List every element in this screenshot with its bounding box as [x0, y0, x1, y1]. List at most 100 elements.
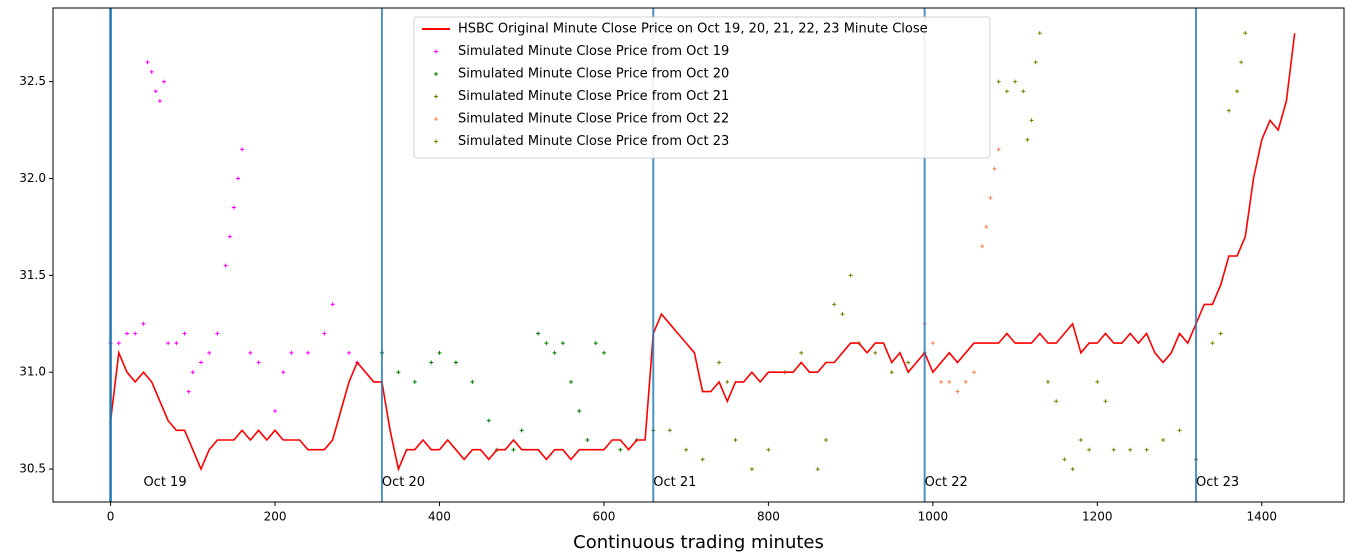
sim-point — [1037, 31, 1042, 36]
sim-point — [996, 147, 1001, 152]
x-tick-label: 600 — [592, 510, 615, 524]
sim-point — [1054, 399, 1059, 404]
sim-point — [511, 447, 516, 452]
sim-point — [667, 428, 672, 433]
sim-point — [1025, 137, 1030, 142]
legend-box — [413, 16, 991, 159]
sim-point — [322, 331, 327, 336]
plot-frame — [52, 7, 1345, 503]
legend-swatch — [434, 49, 438, 54]
sim-point — [412, 379, 417, 384]
sim-point — [593, 341, 598, 346]
sim-point — [231, 205, 236, 210]
sim-point — [153, 89, 158, 94]
sim-point — [996, 79, 1001, 84]
sim-point — [227, 234, 232, 239]
sim-point — [199, 360, 204, 365]
sim-point — [347, 350, 352, 355]
day-label: Oct 19 — [143, 475, 186, 490]
legend-swatch — [434, 94, 438, 99]
sim-point — [585, 438, 590, 443]
sim-point — [618, 447, 623, 452]
x-tick-label: 200 — [264, 510, 287, 524]
x-tick-label: 1200 — [1082, 510, 1113, 524]
legend-label: Simulated Minute Close Price from Oct 20 — [458, 67, 729, 82]
sim-point — [1087, 447, 1092, 452]
sim-point — [157, 98, 162, 103]
sim-point — [162, 79, 167, 84]
sim-point — [1210, 341, 1215, 346]
sim-point — [980, 244, 985, 249]
legend-swatch — [434, 117, 438, 121]
sim-point — [963, 379, 968, 384]
sim-point — [733, 438, 738, 443]
sim-point — [560, 341, 565, 346]
legend-swatch — [434, 139, 438, 144]
sim-point — [1062, 457, 1067, 462]
sim-point — [133, 331, 138, 336]
sim-point — [437, 350, 442, 355]
sim-point — [1226, 108, 1231, 113]
sim-point — [1095, 379, 1100, 384]
sim-point — [174, 341, 179, 346]
legend-label: HSBC Original Minute Close Price on Oct … — [458, 22, 928, 37]
sim-point — [717, 360, 722, 365]
sim-point — [988, 195, 993, 200]
sim-point — [984, 224, 989, 229]
sim-point — [823, 438, 828, 443]
sim-point — [186, 389, 191, 394]
sim-point — [1128, 447, 1133, 452]
sim-point — [971, 370, 976, 375]
sim-point — [906, 360, 911, 365]
sim-point — [1013, 79, 1018, 84]
sim-point — [166, 341, 171, 346]
sim-point — [1243, 31, 1248, 36]
sim-point — [273, 408, 278, 413]
day-label: Oct 21 — [653, 475, 696, 490]
sim-point — [1021, 89, 1026, 94]
sim-point — [947, 379, 952, 384]
sim-point — [1070, 467, 1075, 472]
sim-point — [141, 321, 146, 326]
sim-point — [992, 166, 997, 171]
sim-point — [330, 302, 335, 307]
legend-swatch — [434, 72, 438, 76]
sim-point — [552, 350, 557, 355]
sim-point — [215, 331, 220, 336]
sim-point — [1045, 379, 1050, 384]
sim-point — [832, 302, 837, 307]
sim-point — [1144, 447, 1149, 452]
sim-point — [149, 69, 154, 74]
sim-point — [1177, 428, 1182, 433]
price-line — [109, 33, 1296, 472]
sim-point — [289, 350, 294, 355]
sim-point — [116, 341, 121, 346]
sim-point — [799, 350, 804, 355]
x-tick-label: 1400 — [1246, 510, 1277, 524]
sim-point — [889, 370, 894, 375]
sim-point — [684, 447, 689, 452]
sim-point — [1235, 89, 1240, 94]
sim-point — [305, 350, 310, 355]
sim-point — [256, 360, 261, 365]
sim-point — [1004, 89, 1009, 94]
sim-point — [601, 350, 606, 355]
sim-point — [248, 350, 253, 355]
sim-point — [1103, 399, 1108, 404]
sim-point — [815, 467, 820, 472]
sim-point — [577, 408, 582, 413]
day-label: Oct 22 — [925, 475, 968, 490]
sim-point — [1033, 60, 1038, 65]
sim-point — [236, 176, 241, 181]
sim-point — [930, 341, 935, 346]
sim-point — [125, 331, 130, 336]
sim-point — [840, 312, 845, 317]
sim-point — [873, 350, 878, 355]
x-tick-label: 1000 — [918, 510, 949, 524]
x-axis-label: Continuous trading minutes — [573, 532, 824, 553]
sim-point — [207, 350, 212, 355]
legend-label: Simulated Minute Close Price from Oct 21 — [458, 89, 729, 104]
sim-point — [453, 360, 458, 365]
sim-point — [766, 447, 771, 452]
